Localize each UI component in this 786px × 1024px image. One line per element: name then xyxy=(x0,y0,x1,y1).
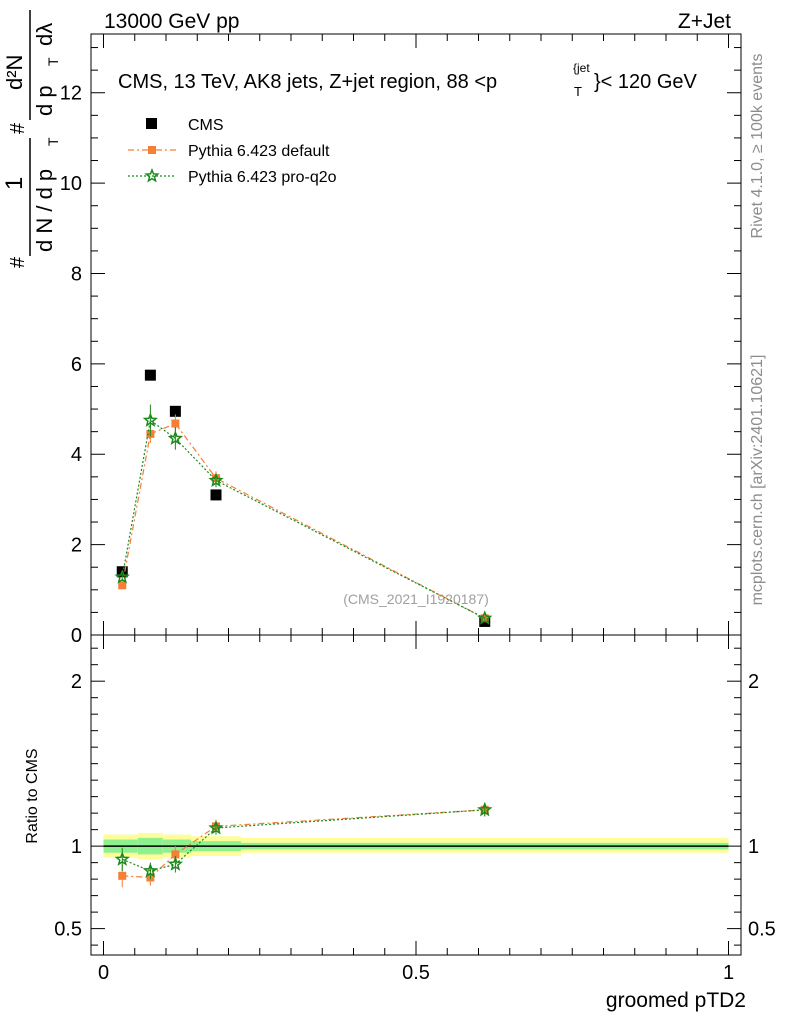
ratio-proq2o-point xyxy=(142,862,159,878)
main-ytick-label: 10 xyxy=(60,173,82,195)
proq2o-data-point xyxy=(167,430,184,445)
main-title: CMS, 13 TeV, AK8 jets, Z+jet region, 88 … xyxy=(118,61,698,99)
ratio-proq2o-point xyxy=(208,819,224,835)
cms-data-point xyxy=(210,489,222,501)
default-data-point xyxy=(171,419,180,428)
legend-marker-proq2o xyxy=(144,167,160,183)
main-ylabel: # 1 d N / d p T # d²N d p T dλ xyxy=(1,10,61,268)
xlabel: groomed pTD2 xyxy=(606,989,746,1012)
rivet-label: Rivet 4.1.0, ≥ 100k events xyxy=(749,54,766,239)
proq2o-data-point xyxy=(114,569,130,584)
ylabel-num: d²N xyxy=(2,55,27,90)
ratio-panel: 0.5 0.5 1 1 2 2 0 0.5 1 xyxy=(54,634,776,984)
legend: CMS Pythia 6.423 default Pythia 6.423 pr… xyxy=(128,117,337,186)
title-post: }< 120 GeV xyxy=(594,71,698,93)
mcplots-label: mcplots.cern.ch [arXiv:2401.10621] xyxy=(749,355,766,606)
main-ytick-label: 4 xyxy=(71,444,82,466)
ylabel-hash: # xyxy=(7,256,29,268)
header-right: Z+Jet xyxy=(678,10,731,33)
ratio-ytick-label-right: 2 xyxy=(748,671,759,693)
ratio-series-line xyxy=(122,809,485,879)
ratio-ytick-label: 0.5 xyxy=(54,919,82,941)
ylabel-T: T xyxy=(45,137,61,146)
main-series-line xyxy=(121,422,486,619)
title-sub: T xyxy=(574,84,582,99)
proq2o-data-point xyxy=(142,412,159,427)
ratio-proq2o-point xyxy=(477,801,493,817)
xtick-label: 1 xyxy=(723,962,734,984)
main-ytick-label: 6 xyxy=(71,354,82,376)
ylabel-hash2: # xyxy=(7,122,29,134)
main-ytick-label: 0 xyxy=(71,625,82,647)
cms-data-point xyxy=(144,369,156,381)
legend-label-proq2o: Pythia 6.423 pro-q2o xyxy=(188,169,337,186)
ratio-ytick-label-right: 1 xyxy=(748,836,759,858)
title-pre: CMS, 13 TeV, AK8 jets, Z+jet region, 88 … xyxy=(118,71,497,93)
legend-marker-default xyxy=(148,146,156,154)
ratio-ytick-label-right: 0.5 xyxy=(748,919,776,941)
ylabel-one: 1 xyxy=(1,177,28,190)
ratio-proq2o-point xyxy=(114,851,130,866)
title-sup: {jet xyxy=(573,61,590,75)
ylabel-lambda: dλ xyxy=(32,23,57,46)
legend-marker-cms xyxy=(146,118,157,129)
ratio-default-point xyxy=(118,871,127,880)
default-data-point xyxy=(118,581,127,590)
ratio-proq2o-point xyxy=(167,856,184,871)
legend-label-cms: CMS xyxy=(188,117,224,134)
header-left: 13000 GeV pp xyxy=(104,10,239,33)
main-ytick-label: 2 xyxy=(71,535,82,557)
main-ytick-label: 8 xyxy=(71,263,82,285)
ratio-default-point xyxy=(171,850,180,859)
ratio-ytick-label: 2 xyxy=(71,671,82,693)
proq2o-data-point xyxy=(477,610,493,625)
cms-data-point xyxy=(169,405,181,417)
legend-label-default: Pythia 6.423 default xyxy=(188,143,330,160)
ylabel-dN: d N / d p xyxy=(32,169,57,252)
xtick-label: 0.5 xyxy=(402,962,430,984)
main-series-line xyxy=(121,419,486,619)
ylabel-T2: T xyxy=(45,57,61,66)
main-ytick-label: 12 xyxy=(60,83,82,105)
ratio-frame xyxy=(90,634,742,956)
xtick-label: 0 xyxy=(98,962,109,984)
ratio-ytick-label: 1 xyxy=(71,836,82,858)
ratio-ylabel: Ratio to CMS xyxy=(24,748,41,843)
analysis-watermark: (CMS_2021_I1920187) xyxy=(343,591,489,607)
ylabel-den: d p xyxy=(32,85,57,116)
main-panel: 0 2 4 6 8 10 12 xyxy=(60,33,742,647)
proq2o-data-point xyxy=(208,472,224,487)
